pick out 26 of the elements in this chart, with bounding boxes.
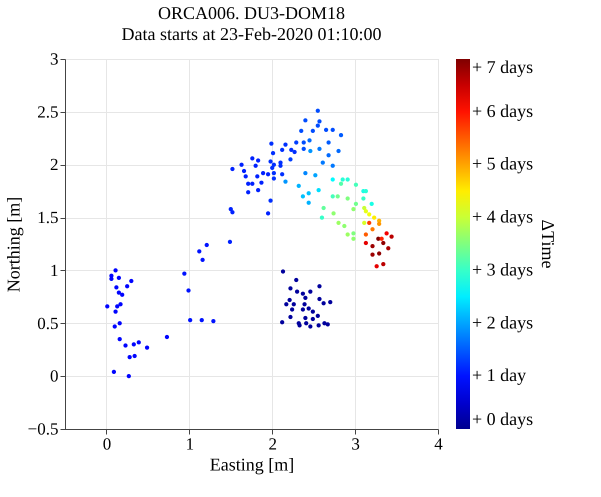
- x-tick-label: 1: [186, 434, 194, 454]
- color-bar-label: + 6 days: [472, 100, 534, 121]
- x-tick-label: 2: [268, 434, 277, 454]
- y-tick-label: 0: [50, 366, 58, 386]
- y-tick-label: 1.5: [37, 208, 58, 228]
- color-bar-title: ΔTime: [538, 220, 558, 268]
- chart-subtitle: Data starts at 23-Feb-2020 01:10:00: [122, 24, 382, 44]
- x-tick-label: 0: [102, 434, 112, 454]
- color-bar-label: + 2 days: [472, 312, 534, 332]
- y-tick-label: 2: [50, 155, 58, 174]
- y-tick-label: −0.5: [28, 420, 58, 438]
- color-bar-label: + 0 days: [472, 409, 534, 429]
- y-tick-label: 1: [50, 260, 58, 280]
- y-tick-label: 2.5: [37, 102, 58, 122]
- y-tick-label: 3: [50, 50, 58, 68]
- chart-title: ORCA006. DU3-DOM18: [158, 3, 346, 23]
- x-tick-label: 3: [351, 434, 360, 454]
- x-tick-label: 4: [434, 434, 444, 454]
- color-bar-label: + 3 days: [472, 259, 534, 280]
- y-tick-label: 0.5: [37, 314, 58, 333]
- x-axis-title: Easting [m]: [210, 454, 294, 474]
- color-bar-label: + 5 days: [472, 154, 534, 174]
- color-bar-label: + 7 days: [472, 57, 534, 77]
- color-bar-label: + 1 day: [472, 365, 526, 386]
- y-axis-title: Northing [m]: [4, 196, 24, 292]
- color-bar-label: + 4 days: [472, 206, 534, 227]
